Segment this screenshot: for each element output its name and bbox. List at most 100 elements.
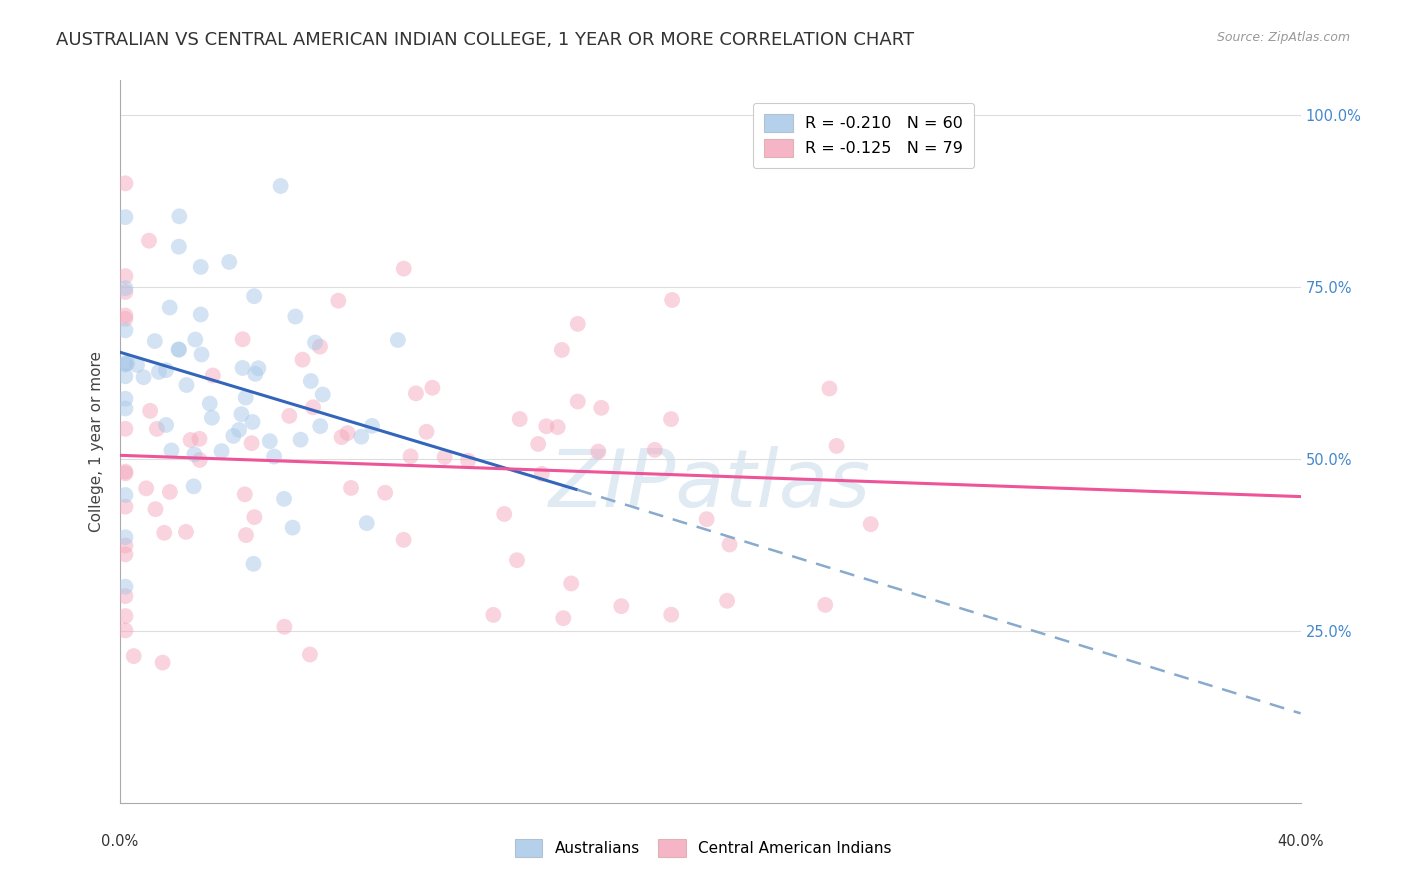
Point [302,401,325,415]
Point [536,419,558,434]
Point [825,439,848,453]
Point [114,624,136,638]
Point [114,392,136,406]
Point [298,648,321,662]
Point [114,488,136,502]
Point [114,580,136,594]
Point [392,533,415,547]
Point [152,656,174,670]
Point [336,425,359,440]
Point [299,374,322,388]
Point [235,528,257,542]
Point [309,340,332,354]
Text: 40.0%: 40.0% [1277,834,1324,849]
Point [399,450,422,464]
Point [159,484,181,499]
Point [284,310,307,324]
Point [340,481,363,495]
Point [114,285,136,299]
Point [240,436,263,450]
Point [387,333,409,347]
Point [228,423,250,437]
Point [201,368,224,383]
Point [245,367,267,381]
Point [114,210,136,224]
Point [290,433,312,447]
Point [233,487,256,501]
Point [457,453,479,467]
Point [114,358,136,372]
Point [176,378,198,392]
Text: Source: ZipAtlas.com: Source: ZipAtlas.com [1216,31,1350,45]
Point [527,437,550,451]
Point [183,479,205,493]
Point [482,607,505,622]
Point [818,382,841,396]
Point [696,512,718,526]
Point [560,576,582,591]
Point [374,485,396,500]
Point [281,520,304,534]
Point [270,179,292,194]
Point [232,361,254,376]
Point [169,210,191,224]
Legend: Australians, Central American Indians: Australians, Central American Indians [508,832,898,864]
Text: 0.0%: 0.0% [101,834,138,849]
Point [167,343,190,357]
Point [198,396,221,410]
Point [211,444,233,458]
Point [718,537,741,551]
Text: ZIPatlas: ZIPatlas [548,446,872,524]
Point [146,422,169,436]
Point [551,343,574,357]
Point [361,418,384,433]
Point [114,530,136,544]
Point [201,410,224,425]
Point [188,432,211,446]
Point [644,442,666,457]
Point [222,429,245,443]
Point [259,434,281,449]
Point [135,481,157,495]
Point [350,430,373,444]
Point [661,293,683,307]
Point [159,301,181,315]
Point [530,467,553,481]
Point [304,335,326,350]
Point [160,443,183,458]
Point [506,553,529,567]
Point [115,356,138,370]
Point [143,334,166,348]
Point [242,557,264,571]
Point [716,594,738,608]
Point [263,450,285,464]
Point [328,293,350,308]
Point [155,363,177,377]
Point [174,524,197,539]
Point [190,308,212,322]
Point [138,234,160,248]
Point [553,611,575,625]
Point [132,370,155,384]
Point [114,589,136,603]
Point [114,177,136,191]
Point [167,240,190,254]
Y-axis label: College, 1 year or more: College, 1 year or more [89,351,104,532]
Point [415,425,437,439]
Point [494,507,516,521]
Point [153,525,176,540]
Point [145,502,167,516]
Point [114,467,136,481]
Point [433,450,456,464]
Point [273,620,295,634]
Point [190,347,212,361]
Point [659,412,682,426]
Point [114,323,136,337]
Point [167,343,190,357]
Point [312,387,335,401]
Point [114,401,136,416]
Point [148,365,170,379]
Point [291,352,314,367]
Point [114,547,136,561]
Point [567,394,589,409]
